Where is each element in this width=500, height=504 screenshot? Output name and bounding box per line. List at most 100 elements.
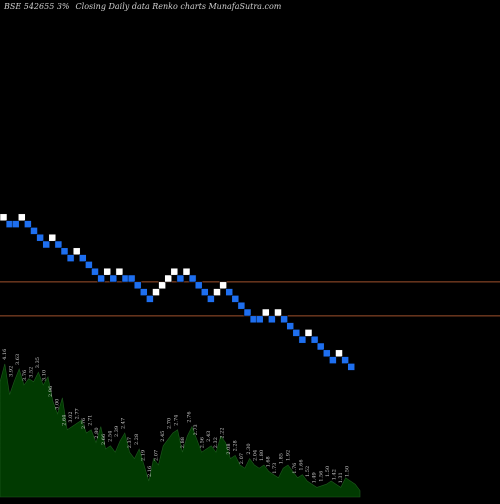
renko-brick-down — [36, 233, 44, 242]
volume-label: 2.07 — [239, 453, 245, 464]
renko-brick-down — [127, 274, 136, 283]
renko-brick-down — [146, 295, 154, 303]
renko-brick-down — [140, 288, 148, 296]
volume-label: 2.74 — [173, 415, 179, 426]
renko-brick-up — [158, 281, 166, 290]
renko-brick-down — [225, 288, 233, 296]
volume-label: 2.76 — [186, 411, 192, 422]
volume-label: 2.96 — [48, 386, 54, 397]
volume-label: 1.52 — [305, 466, 311, 477]
renko-brick-up — [115, 267, 124, 276]
volume-label: 2.64 — [61, 415, 67, 426]
renko-brick-down — [341, 356, 349, 364]
volume-label: 2.70 — [167, 418, 173, 429]
renko-brick-down — [310, 335, 319, 344]
volume-label: 1.80 — [259, 450, 265, 461]
volume-label: 2.28 — [134, 434, 140, 445]
renko-brick-down — [66, 254, 75, 262]
symbol-label: BSE 542655 3% — [4, 2, 70, 11]
volume-label: 2.45 — [160, 431, 166, 442]
renko-brick-down — [243, 308, 252, 317]
volume-label: 1.73 — [272, 463, 278, 474]
volume-label: 3.00 — [55, 399, 61, 410]
volume-label: 2.08 — [226, 443, 232, 454]
renko-brick-up — [103, 267, 111, 276]
volume-label: 2.07 — [154, 450, 160, 461]
renko-brick-up — [72, 247, 81, 256]
volume-label: 1.50 — [345, 466, 351, 477]
volume-label: 2.71 — [88, 415, 94, 426]
volume-label: 1.31 — [338, 472, 344, 483]
renko-brick-down — [231, 295, 240, 303]
renko-brick-down — [292, 329, 301, 337]
renko-brick-down — [11, 220, 20, 228]
renko-brick-down — [188, 274, 197, 283]
volume-label: 1.56 — [318, 471, 324, 482]
volume-label: 3.02 — [68, 411, 74, 422]
volume-label: 1.76 — [292, 463, 298, 474]
chart-title: BSE 542655 3% Closing Daily data Renko ch… — [4, 2, 287, 11]
volume-label: 2.32 — [213, 437, 219, 448]
volume-label: 3.10 — [42, 370, 48, 381]
renko-brick-down — [194, 281, 203, 290]
renko-brick-up — [48, 233, 57, 242]
volume-label: 1.42 — [331, 469, 337, 480]
renko-brick-up — [213, 288, 221, 296]
volume-label: 2.30 — [246, 443, 252, 454]
subtitle-label: Closing Daily data Renko charts MunafaSu… — [75, 2, 282, 11]
renko-brick-down — [255, 315, 264, 324]
renko-brick-down — [60, 247, 69, 256]
renko-brick-up — [335, 349, 343, 358]
volume-label: 3.92 — [9, 366, 15, 377]
volume-label: 2.39 — [114, 426, 120, 437]
volume-label: 3.76 — [22, 370, 28, 381]
renko-brick-down — [280, 315, 288, 324]
renko-brick-down — [97, 274, 105, 283]
renko-brick-down — [207, 295, 215, 303]
volume-label: 2.56 — [200, 437, 206, 448]
volume-area — [0, 363, 361, 498]
volume-label: 1.50 — [325, 466, 331, 477]
renko-brick-down — [42, 240, 50, 249]
renko-brick-up — [18, 213, 26, 222]
renko-brick-down — [201, 288, 209, 296]
volume-label: 2.77 — [74, 408, 80, 419]
renko-brick-up — [0, 213, 8, 222]
renko-brick-down — [24, 220, 32, 228]
renko-brick-down — [30, 227, 38, 235]
renko-brick-up — [152, 288, 160, 296]
renko-brick-down — [268, 315, 276, 324]
renko-brick-down — [91, 267, 99, 276]
renko-brick-down — [85, 261, 93, 269]
renko-brick-down — [329, 356, 337, 364]
volume-label: 3.52 — [28, 367, 34, 378]
renko-brick-up — [219, 281, 227, 290]
volume-label: 3.35 — [35, 357, 41, 368]
volume-label: 2.54 — [107, 431, 113, 442]
volume-label: 2.19 — [140, 450, 146, 461]
renko-brick-down — [176, 274, 185, 283]
renko-brick-down — [347, 363, 355, 371]
volume-label: 2.73 — [193, 424, 199, 435]
volume-label: 2.47 — [121, 418, 127, 429]
volume-label: 2.22 — [219, 427, 225, 438]
renko-brick-up — [170, 267, 179, 276]
renko-brick-up — [304, 329, 313, 337]
renko-brick-down — [286, 322, 294, 330]
volume-label: 2.76 — [81, 418, 87, 429]
volume-label: 1.85 — [279, 453, 285, 464]
renko-brick-down — [298, 335, 307, 344]
volume-label: 2.04 — [252, 450, 258, 461]
volume-label: 1.49 — [312, 472, 318, 483]
volume-label: 2.43 — [206, 431, 212, 442]
volume-label: 2.80 — [94, 427, 100, 438]
volume-label: 2.66 — [101, 434, 107, 445]
renko-brick-down — [54, 240, 63, 249]
renko-brick-down — [323, 349, 331, 358]
renko-brick-up — [164, 274, 172, 283]
renko-brick-down — [109, 274, 118, 283]
renko-brick-down — [133, 281, 142, 290]
renko-brick-up — [274, 308, 282, 317]
